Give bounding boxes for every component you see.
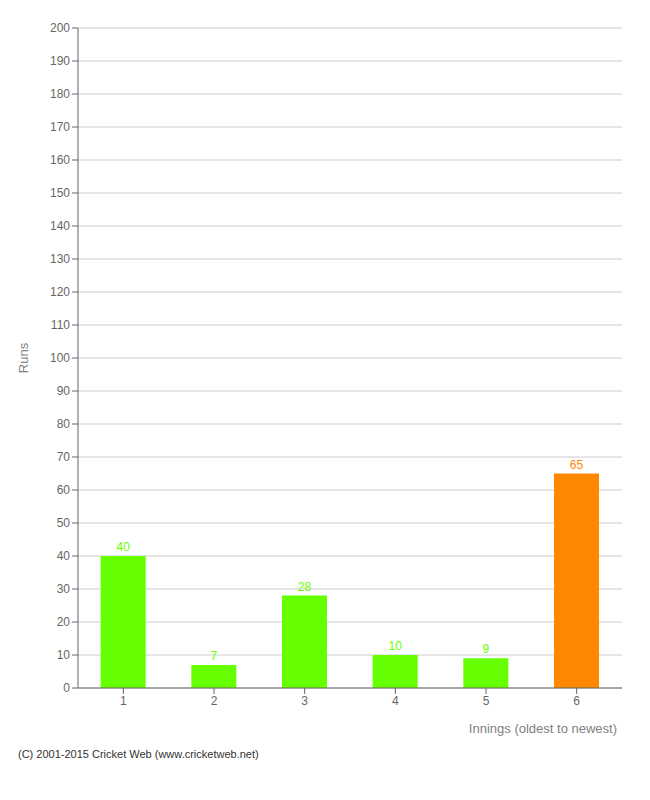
svg-text:140: 140 [50, 219, 70, 233]
svg-text:90: 90 [57, 384, 71, 398]
svg-text:Innings (oldest to newest): Innings (oldest to newest) [469, 721, 617, 736]
svg-text:180: 180 [50, 87, 70, 101]
svg-text:5: 5 [483, 694, 490, 708]
svg-text:65: 65 [570, 458, 584, 472]
svg-text:4: 4 [392, 694, 399, 708]
svg-text:110: 110 [51, 318, 70, 332]
svg-text:30: 30 [57, 582, 71, 596]
svg-text:1: 1 [120, 694, 127, 708]
svg-text:9: 9 [482, 642, 489, 656]
svg-text:10: 10 [388, 639, 402, 653]
svg-text:40: 40 [116, 540, 130, 554]
svg-text:40: 40 [57, 549, 71, 563]
svg-text:28: 28 [298, 580, 312, 594]
svg-text:20: 20 [57, 615, 71, 629]
svg-text:50: 50 [57, 516, 71, 530]
svg-text:Runs: Runs [16, 342, 31, 373]
svg-text:10: 10 [57, 648, 71, 662]
svg-text:60: 60 [57, 483, 71, 497]
svg-text:170: 170 [50, 120, 70, 134]
svg-text:200: 200 [50, 21, 70, 35]
svg-text:6: 6 [573, 694, 580, 708]
svg-text:190: 190 [50, 54, 70, 68]
svg-text:120: 120 [50, 285, 70, 299]
svg-text:2: 2 [211, 694, 218, 708]
svg-text:150: 150 [50, 186, 70, 200]
svg-text:130: 130 [50, 252, 70, 266]
svg-text:100: 100 [50, 351, 70, 365]
svg-text:3: 3 [301, 694, 308, 708]
html-text:(C) 2001-2015 Cricket Web (www: (C) 2001-2015 Cricket Web (www.cricketwe… [18, 748, 259, 760]
svg-text:7: 7 [210, 649, 217, 663]
svg-text:160: 160 [50, 153, 70, 167]
svg-text:70: 70 [57, 450, 71, 464]
svg-text:80: 80 [57, 417, 71, 431]
svg-text:0: 0 [63, 681, 70, 695]
